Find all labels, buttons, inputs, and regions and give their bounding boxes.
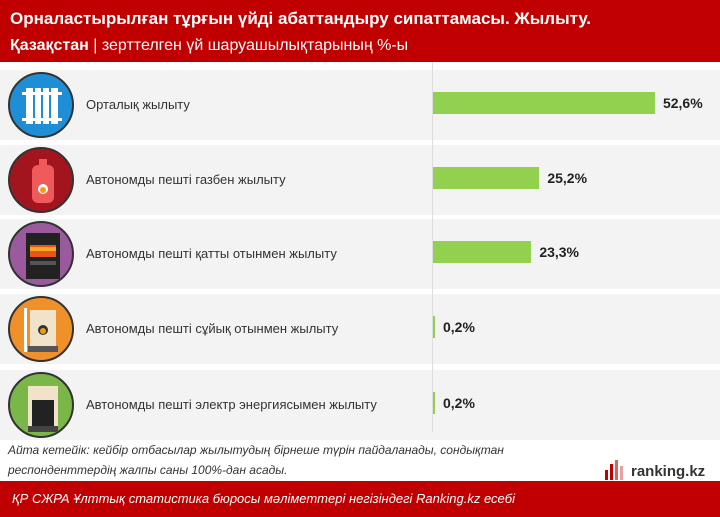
- value-label: 23,3%: [539, 244, 580, 260]
- chart-row: Автономды пешті электр энергиясымен жылы…: [0, 370, 720, 440]
- separator: |: [93, 37, 98, 54]
- chart-row: Орталық жылыту 52,6%: [0, 70, 720, 140]
- category-label: Автономды пешті газбен жылыту: [86, 172, 286, 187]
- axis-line: [432, 62, 433, 432]
- category-label: Автономды пешті қатты отынмен жылыту: [86, 246, 337, 261]
- source-footer: ҚР СЖРА Ұлттық статистика бюросы мәлімет…: [0, 481, 720, 517]
- category-label: Орталық жылыту: [86, 97, 190, 112]
- chart-subtitle: Қазақстан | зерттелген үй шаруашылықтары…: [10, 34, 710, 58]
- category-label: Автономды пешті электр энергиясымен жылы…: [86, 397, 377, 412]
- subtitle: зерттелген үй шаруашылықтарының %-ы: [101, 37, 409, 54]
- chart-row: Автономды пешті қатты отынмен жылыту 23,…: [0, 219, 720, 289]
- region: Қазақстан: [10, 37, 89, 54]
- ranking-logo: ranking.kz: [605, 460, 705, 480]
- gas-cylinder-icon: [8, 147, 74, 213]
- category-label: Автономды пешті сұйық отынмен жылыту: [86, 321, 339, 336]
- value-label: 0,2%: [443, 319, 475, 335]
- value-label: 25,2%: [547, 170, 588, 186]
- boiler-icon: [8, 296, 74, 362]
- bar: [433, 241, 532, 263]
- header: Орналастырылған тұрғын үйді абаттандыру …: [0, 0, 720, 62]
- chart-row: Автономды пешті газбен жылыту 25,2%: [0, 145, 720, 215]
- chart-title: Орналастырылған тұрғын үйді абаттандыру …: [10, 9, 592, 28]
- stove-icon: [8, 221, 74, 287]
- bar: [433, 92, 655, 114]
- footnote: Айта кетейік: кейбір отбасылар жылытудың…: [8, 443, 504, 477]
- logo-text: ranking.kz: [631, 463, 706, 480]
- chart-row: Автономды пешті сұйық отынмен жылыту 0,2…: [0, 294, 720, 364]
- bar: [433, 167, 540, 189]
- bar: [433, 392, 435, 414]
- radiator-icon: [8, 72, 74, 138]
- value-label: 52,6%: [662, 95, 703, 111]
- electric-boiler-icon: [8, 372, 74, 438]
- bar: [433, 316, 435, 338]
- value-label: 0,2%: [443, 395, 475, 411]
